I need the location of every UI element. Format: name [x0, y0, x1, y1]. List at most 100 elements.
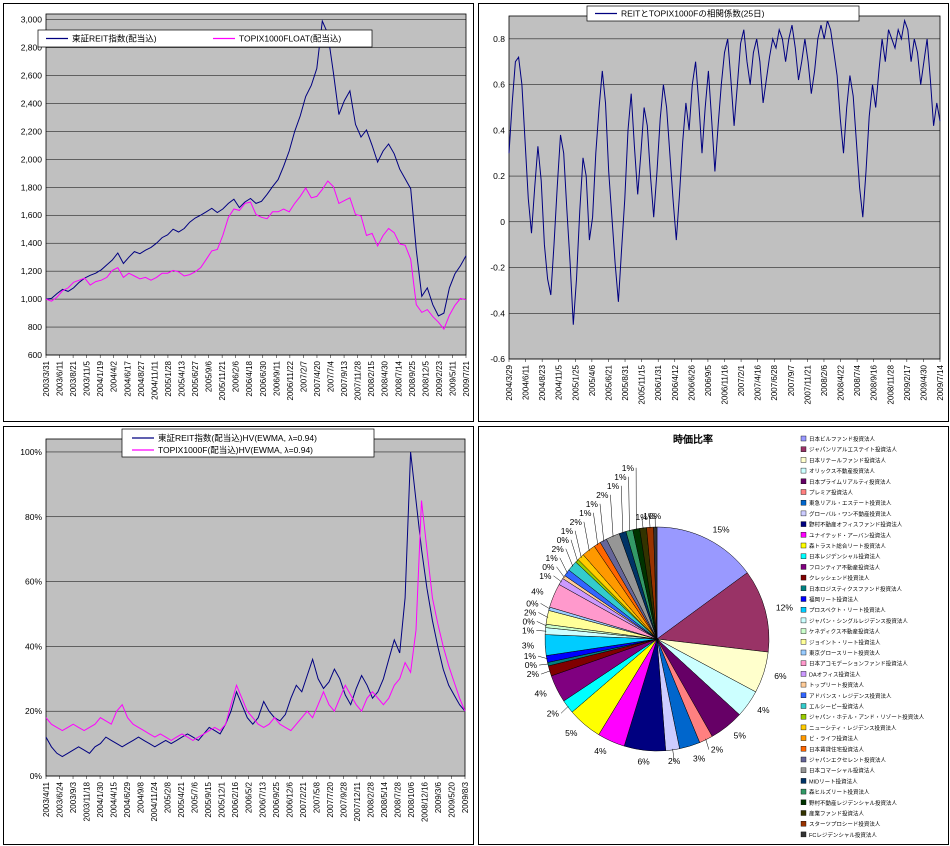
svg-text:2009/5/11: 2009/5/11 — [448, 360, 457, 396]
series-0 — [45, 19, 467, 317]
legend-swatch — [800, 660, 807, 666]
svg-text:1%: 1% — [636, 512, 649, 522]
svg-text:1%: 1% — [561, 526, 574, 536]
legend-swatch — [800, 788, 807, 795]
legend-swatch — [800, 489, 807, 495]
pie-slice — [656, 572, 770, 653]
chart-legend: 東証REIT指数(配当込) TOPIX1000FLOAT(配当込) — [37, 29, 373, 48]
svg-text:4%: 4% — [535, 689, 548, 699]
svg-text:2004/11/24: 2004/11/24 — [150, 781, 159, 821]
svg-text:4%: 4% — [757, 705, 770, 715]
svg-text:2005/6/27: 2005/6/27 — [191, 360, 200, 396]
svg-text:2008/11/28: 2008/11/28 — [886, 364, 895, 404]
legend-swatch — [800, 692, 807, 698]
legend-swatch — [800, 746, 807, 752]
svg-text:0%: 0% — [649, 511, 662, 521]
svg-text:2004/1/19: 2004/1/19 — [96, 360, 105, 396]
svg-text:0.2: 0.2 — [493, 171, 505, 181]
svg-text:2009/2/17: 2009/2/17 — [903, 364, 912, 400]
svg-text:MIDリート投資法人: MIDリート投資法人 — [809, 777, 858, 785]
legend-swatch — [800, 756, 807, 763]
legend-swatch — [800, 521, 807, 527]
svg-text:2006/7/13: 2006/7/13 — [258, 781, 267, 817]
legend-swatch — [800, 799, 807, 805]
svg-text:2008/4/30: 2008/4/30 — [381, 360, 390, 396]
svg-text:2004/6/17: 2004/6/17 — [123, 360, 132, 396]
legend-swatch — [800, 596, 807, 602]
svg-text:2009/5/20: 2009/5/20 — [447, 781, 456, 817]
svg-text:2006/9/11: 2006/9/11 — [272, 360, 281, 396]
svg-text:3%: 3% — [522, 641, 535, 651]
legend-swatch — [800, 617, 807, 624]
legend-swatch — [800, 681, 807, 688]
svg-text:0.4: 0.4 — [493, 125, 505, 135]
legend-swatch — [800, 649, 807, 656]
legend-swatch — [800, 810, 807, 816]
legend-swatch — [800, 478, 807, 484]
y-axis: 3,000 2,800 2,600 2,400 2,200 2,000 1,800 1,600… — [21, 15, 466, 360]
legend-swatch — [800, 703, 807, 709]
svg-text:2006/11/16: 2006/11/16 — [721, 364, 730, 404]
svg-text:800: 800 — [28, 322, 42, 332]
svg-text:2008/2/28: 2008/2/28 — [366, 781, 375, 817]
legend-swatch — [800, 671, 807, 677]
legend-swatch — [800, 553, 807, 559]
svg-text:2007/2/21: 2007/2/21 — [299, 781, 308, 817]
svg-text:2006/11/22: 2006/11/22 — [286, 360, 295, 400]
svg-text:2%: 2% — [552, 544, 565, 554]
svg-text:5%: 5% — [565, 728, 578, 738]
chart-legend: REITとTOPIX1000Fの相関係数(25日) — [586, 5, 860, 22]
market-cap-pie-chart: 時価比率15%12%6%4%5%2%3%2%6%4%5%2%4%2%0%1%3%… — [478, 426, 949, 845]
legend-swatch — [800, 542, 807, 549]
svg-text:東証REIT指数(配当込): 東証REIT指数(配当込) — [72, 34, 157, 44]
svg-text:2008/9/16: 2008/9/16 — [870, 364, 879, 400]
x-axis: 2003/4/11 2003/6/24 2003/9/3 2003/11/18 2004… — [42, 776, 470, 822]
svg-text:日本レジデンシャル投資法人: 日本レジデンシャル投資法人 — [809, 553, 881, 561]
svg-text:0%: 0% — [523, 616, 536, 626]
svg-text:2007/11/28: 2007/11/28 — [354, 360, 363, 400]
svg-text:2004/8/23: 2004/8/23 — [538, 364, 547, 400]
svg-text:2006/1/31: 2006/1/31 — [654, 364, 663, 400]
svg-text:2005/9/6: 2005/9/6 — [205, 360, 214, 392]
panel-index-comparison: 3,000 2,800 2,600 2,400 2,200 2,000 1,800 1,600… — [0, 0, 475, 423]
svg-text:0%: 0% — [526, 598, 539, 608]
svg-text:森ヒルズリート投資法人: 森ヒルズリート投資法人 — [809, 788, 870, 796]
svg-text:2004/4/15: 2004/4/15 — [110, 781, 119, 817]
svg-text:フロンティア不動産投資法人: フロンティア不動産投資法人 — [809, 563, 881, 571]
svg-text:ニューシティ・レジデンス投資法人: ニューシティ・レジデンス投資法人 — [809, 724, 897, 732]
svg-text:トップリート投資法人: トップリート投資法人 — [809, 681, 865, 689]
svg-text:2003/4/11: 2003/4/11 — [42, 781, 51, 817]
svg-text:2003/6/24: 2003/6/24 — [56, 781, 65, 817]
svg-text:12%: 12% — [776, 603, 793, 613]
svg-text:1%: 1% — [607, 481, 620, 491]
svg-text:2004/8/27: 2004/8/27 — [137, 360, 146, 396]
svg-text:1%: 1% — [539, 571, 552, 581]
svg-text:2007/9/7: 2007/9/7 — [787, 364, 796, 396]
svg-text:1,800: 1,800 — [21, 182, 43, 192]
svg-text:2009/7/21: 2009/7/21 — [462, 360, 471, 396]
svg-text:2006/4/12: 2006/4/12 — [671, 364, 680, 400]
svg-text:2008/2/6: 2008/2/6 — [820, 364, 829, 396]
svg-text:0: 0 — [500, 217, 505, 227]
legend-swatch — [800, 724, 807, 731]
legend-swatch — [800, 628, 807, 634]
pie-slices — [544, 526, 770, 752]
svg-text:2005/7/6: 2005/7/6 — [191, 781, 200, 813]
svg-text:時価比率: 時価比率 — [673, 433, 713, 446]
svg-text:アドバンス・レジデンス投資法人: アドバンス・レジデンス投資法人 — [809, 692, 892, 700]
svg-text:6%: 6% — [774, 671, 787, 681]
svg-text:3,000: 3,000 — [21, 15, 43, 25]
svg-text:2,800: 2,800 — [21, 43, 43, 53]
x-axis: 2004/3/29 2004/6/11 2004/8/23 2004/11/5 2005… — [505, 359, 945, 404]
svg-text:DAオフィス投資法人: DAオフィス投資法人 — [809, 670, 861, 678]
svg-text:プロスペクト・リート投資法人: プロスペクト・リート投資法人 — [809, 606, 886, 614]
svg-text:東急リアル・エステート投資法人: 東急リアル・エステート投資法人 — [809, 499, 892, 507]
svg-text:TOPIX1000FLOAT(配当込): TOPIX1000FLOAT(配当込) — [239, 34, 341, 44]
svg-text:2008/7/4: 2008/7/4 — [853, 364, 862, 396]
y-axis: 100% 80% 60% 40% 20% 0% — [20, 447, 465, 781]
svg-text:スターツプロシード投資法人: スターツプロシード投資法人 — [809, 820, 881, 828]
legend-swatch — [800, 585, 807, 592]
svg-text:2006/6/30: 2006/6/30 — [259, 360, 268, 396]
svg-text:2004/9/8: 2004/9/8 — [137, 781, 146, 813]
svg-text:2005/11/15: 2005/11/15 — [638, 364, 647, 404]
